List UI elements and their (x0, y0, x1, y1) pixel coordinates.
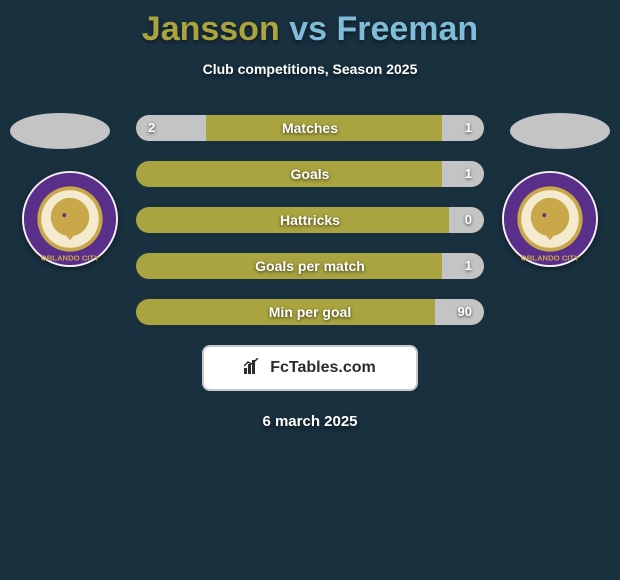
snapshot-date: 6 march 2025 (0, 413, 620, 430)
stat-label: Min per goal (136, 299, 484, 325)
stat-bar: Matches2 1 (136, 115, 484, 141)
stat-value-right: 1 (465, 253, 472, 279)
bar-chart-icon (244, 358, 264, 379)
attribution-box[interactable]: FcTables.com (202, 345, 418, 391)
player2-name: Freeman (336, 10, 478, 48)
stat-value-right: 90 (458, 299, 472, 325)
player2-marker-ellipse (510, 113, 610, 149)
orlando-city-crest-icon: ORLANDO CITY (502, 171, 598, 267)
player2-club-badge: ORLANDO CITY (502, 171, 598, 267)
stat-bar: Goals1 (136, 161, 484, 187)
player1-marker-ellipse (10, 113, 110, 149)
stat-bars-container: Matches21Goals1Hattricks0Goals per match… (136, 115, 484, 325)
comparison-title: Jansson vs Freeman (0, 0, 620, 49)
stat-value-right: 1 (465, 115, 472, 141)
stat-bar: Goals per match1 (136, 253, 484, 279)
stat-label: Goals per match (136, 253, 484, 279)
stat-label: Hattricks (136, 207, 484, 233)
svg-text:ORLANDO CITY: ORLANDO CITY (41, 253, 99, 262)
stat-label: Matches (136, 115, 484, 141)
player1-name: Jansson (142, 10, 280, 48)
stat-value-right: 1 (465, 161, 472, 187)
player1-club-badge: ORLANDO CITY (22, 171, 118, 267)
subtitle: Club competitions, Season 2025 (0, 61, 620, 77)
comparison-content: ORLANDO CITY ORLANDO CITY Matches21Goals… (0, 115, 620, 430)
svg-text:ORLANDO CITY: ORLANDO CITY (521, 253, 579, 262)
attribution-text: FcTables.com (270, 359, 376, 377)
orlando-city-crest-icon: ORLANDO CITY (22, 171, 118, 267)
stat-label: Goals (136, 161, 484, 187)
stat-value-left: 2 (148, 115, 155, 141)
stat-value-right: 0 (465, 207, 472, 233)
stat-bar: Hattricks0 (136, 207, 484, 233)
stat-bar: Min per goal90 (136, 299, 484, 325)
vs-separator: vs (289, 10, 327, 48)
